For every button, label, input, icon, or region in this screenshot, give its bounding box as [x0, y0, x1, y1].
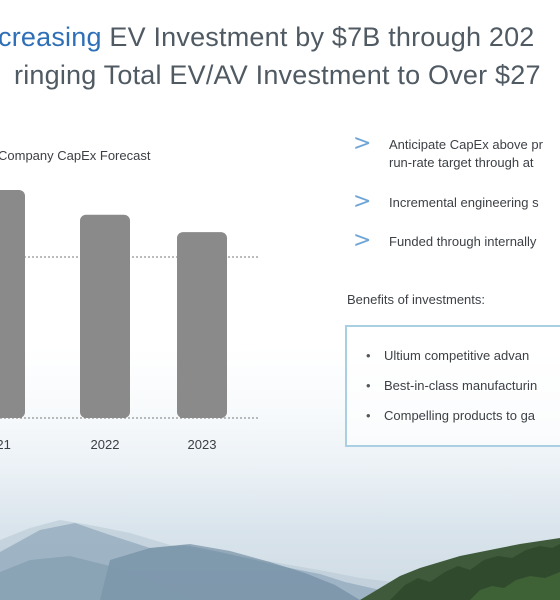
benefits-box	[345, 325, 560, 447]
slide-title-line-1: creasing EV Investment by $7B through 20…	[0, 22, 535, 53]
key-point-2-text: Incremental engineering s	[389, 195, 539, 210]
benefit-item: • Compelling products to ga	[366, 408, 536, 423]
title-line-1-text: EV Investment by $7B through 202	[101, 22, 535, 52]
benefit-item: • Ultium competitive advan	[366, 348, 530, 363]
slide-title-line-2: ringing Total EV/AV Investment to Over $…	[14, 60, 541, 90]
benefit-item-text: Compelling products to ga	[384, 408, 536, 423]
benefit-item-text: Best-in-class manufacturin	[384, 378, 538, 393]
benefits-heading: Benefits of investments:	[347, 292, 486, 307]
chart-caption: Company CapEx Forecast	[0, 148, 151, 163]
bar-2022	[80, 214, 130, 418]
title-accent-word: creasing	[0, 22, 102, 52]
x-tick-label: 2023	[188, 437, 217, 452]
key-point-3-text: Funded through internally	[389, 234, 537, 249]
key-point-1-line-1: Anticipate CapEx above pr	[389, 137, 543, 152]
x-tick-label: 2022	[91, 437, 120, 452]
key-point-1-line-2: run-rate target through at	[389, 155, 534, 170]
bar-2023	[177, 232, 227, 418]
chevron-right-icon: >	[353, 189, 372, 214]
x-tick-label: 021	[0, 437, 11, 452]
benefit-item: • Best-in-class manufacturin	[366, 378, 538, 393]
bar-2021	[0, 190, 25, 418]
chevron-right-icon: >	[353, 131, 372, 156]
chevron-right-icon: >	[353, 228, 372, 253]
benefit-item-text: Ultium competitive advan	[384, 348, 530, 363]
